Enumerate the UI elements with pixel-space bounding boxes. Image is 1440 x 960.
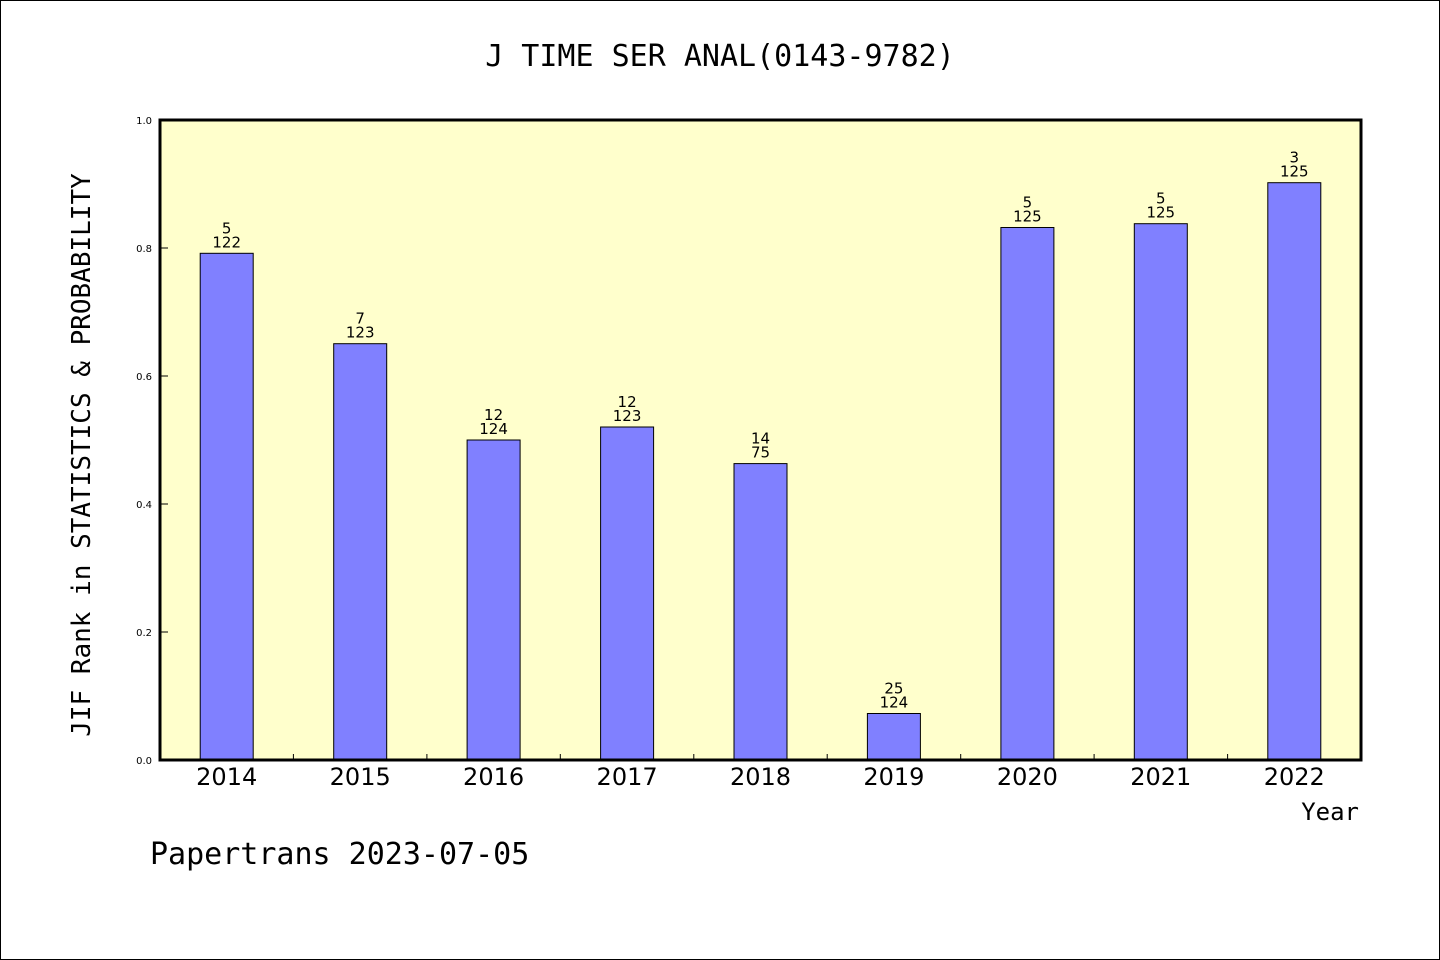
data-label-rank: 5: [222, 219, 232, 237]
x-tick-label: 2020: [997, 763, 1058, 791]
bar-2015: [333, 343, 388, 761]
y-tick-label: 0.0: [136, 756, 152, 767]
bar-2020: [1000, 227, 1055, 761]
y-tick-label: 0.2: [136, 628, 152, 639]
y-tick-label: 0.8: [136, 244, 152, 255]
data-label-total: 124: [880, 694, 909, 712]
data-label-rank: 3: [1290, 149, 1300, 167]
plot-border: [158, 118, 1363, 762]
x-tick-label: 2014: [196, 763, 257, 791]
data-label-rank: 7: [355, 310, 365, 328]
bar-2022: [1267, 182, 1322, 761]
data-label-total: 124: [479, 420, 508, 438]
y-tick-label: 0.6: [136, 372, 152, 383]
credit-text: Papertrans 2023-07-05: [150, 837, 529, 872]
y-tick-label: 1.0: [136, 116, 152, 127]
data-label-rank: 12: [618, 393, 637, 411]
bar-2021: [1133, 223, 1188, 761]
chart-title: J TIME SER ANAL(0143-9782): [485, 39, 955, 74]
ticks-group: 2014 2015 2016 2017 2018 2019 2020 2021 2022 0.0 0…: [136, 116, 1325, 791]
bar-2017: [600, 426, 655, 761]
data-label-rank: 5: [1156, 190, 1166, 208]
x-tick-label: 2018: [730, 763, 791, 791]
x-tick-label: 2021: [1130, 763, 1191, 791]
data-label-total: 122: [212, 233, 241, 251]
data-label-rank: 5: [1023, 194, 1033, 212]
data-label-total: 125: [1146, 204, 1175, 222]
data-label-total: 125: [1013, 208, 1042, 226]
x-tick-label: 2016: [463, 763, 524, 791]
x-tick-label: 2015: [330, 763, 391, 791]
x-tick-label: 2019: [863, 763, 924, 791]
bar-2019: [866, 713, 921, 761]
y-tick-label: 0.4: [136, 500, 152, 511]
x-tick-label: 2017: [597, 763, 658, 791]
data-label-rank: 12: [484, 406, 503, 424]
data-label-total: 123: [613, 407, 642, 425]
y-axis-label: JIF Rank in STATISTICS & PROBABILITY: [67, 173, 97, 737]
data-label-total: 123: [346, 324, 375, 342]
x-tick-label: 2022: [1264, 763, 1325, 791]
bar-2018: [733, 463, 788, 761]
data-label-rank: 25: [884, 680, 903, 698]
data-label-total: 75: [751, 444, 770, 462]
x-axis-label: Year: [1301, 798, 1359, 826]
bar-2016: [466, 439, 521, 761]
data-label-total: 125: [1280, 163, 1309, 181]
bar-2014: [199, 252, 254, 761]
data-label-rank: 14: [751, 430, 770, 448]
